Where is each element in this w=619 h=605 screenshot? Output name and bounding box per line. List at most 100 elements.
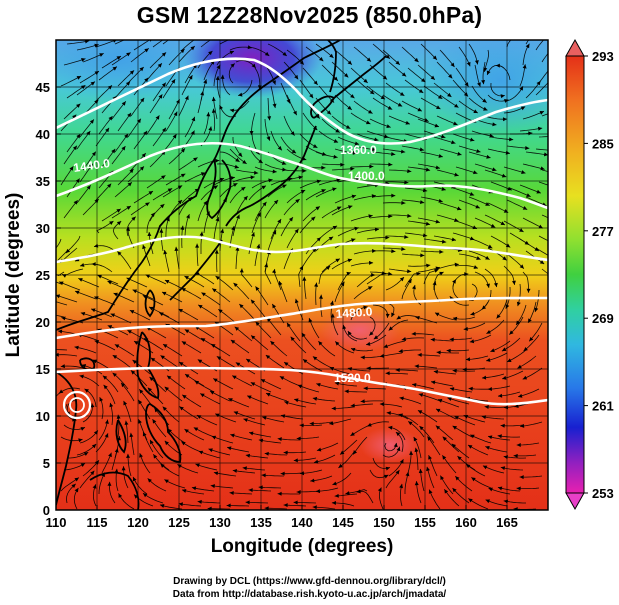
streamline-arrowhead (233, 282, 238, 288)
longitude-tick-label: 140 (291, 515, 313, 530)
streamline-arrowhead (371, 194, 376, 199)
coastlines (56, 40, 387, 510)
streamline-arrowhead (132, 476, 137, 482)
streamline-arrowhead (444, 489, 449, 494)
contour-1480 (56, 296, 548, 340)
streamline-arrowhead (58, 389, 64, 394)
streamline-arrowhead (99, 53, 104, 57)
streamline-arrowhead (116, 208, 121, 213)
streamline-arrowhead (476, 149, 481, 153)
streamline-arrowhead (457, 151, 462, 156)
streamline-arrowhead (435, 219, 440, 224)
streamline-arrowhead (391, 249, 396, 254)
y-axis-label: Latitude (degrees) (3, 192, 24, 358)
streamline-arrowhead (265, 355, 271, 360)
streamline (535, 40, 545, 51)
streamline-arrowhead (536, 189, 541, 194)
streamline-arrowhead (242, 159, 247, 164)
streamline-arrowhead (142, 244, 147, 250)
streamline-arrowhead (57, 329, 63, 334)
colorbar-top-arrow (565, 38, 585, 57)
streamline-arrowhead (161, 52, 167, 57)
streamline-arrowhead (161, 175, 166, 180)
streamline-arrowhead (111, 148, 116, 154)
streamline-arrowhead (272, 80, 276, 85)
streamline-arrowhead (437, 94, 443, 99)
streamline-arrowhead (243, 195, 248, 201)
streamline-arrowhead (482, 98, 487, 103)
typhoon-contour-inner (69, 397, 85, 413)
streamline-arrowhead (434, 312, 440, 317)
streamline-arrowhead (94, 99, 99, 105)
streamline-arrowhead (191, 486, 197, 491)
streamline-arrowhead (218, 309, 223, 314)
streamline-arrowhead (502, 375, 507, 380)
streamline-arrowhead (486, 358, 491, 362)
streamline-arrowhead (208, 126, 213, 131)
streamline-arrowhead (442, 436, 447, 441)
streamline-arrowhead (116, 56, 121, 60)
streamline-arrowhead (104, 419, 109, 424)
streamline-arrowhead (345, 125, 351, 129)
streamline-arrowhead (450, 62, 455, 68)
streamline-arrowhead (245, 453, 251, 458)
streamline-arrowhead (290, 336, 295, 342)
streamline-arrowhead (80, 463, 86, 467)
streamline-arrowhead (190, 46, 195, 51)
streamline-arrowhead (454, 262, 459, 267)
streamline-arrowhead (539, 111, 545, 115)
streamline-arrowhead (92, 484, 97, 489)
streamline-arrowhead (215, 75, 220, 81)
latitude-tick-label: 5 (43, 456, 50, 471)
streamline-arrowhead (383, 474, 389, 479)
streamline-arrowhead (112, 66, 117, 71)
streamline-arrowhead (144, 77, 149, 83)
streamline-arrowhead (334, 381, 340, 386)
streamline-arrowhead (470, 434, 475, 439)
streamline-arrowhead (208, 448, 213, 453)
streamline-arrowhead (331, 500, 337, 505)
streamline-arrowhead (315, 489, 321, 494)
streamline-arrowhead (199, 231, 204, 236)
streamline (541, 214, 548, 219)
streamline-arrowhead (385, 313, 390, 318)
streamline-arrowhead (520, 106, 526, 111)
streamline-arrowhead (350, 94, 355, 99)
streamline-arrowhead (293, 500, 298, 505)
latitude-tick-label: 45 (36, 80, 50, 95)
streamline-arrowhead (84, 40, 90, 44)
streamline-arrowhead (290, 131, 295, 136)
cold-northeast-shading (420, 40, 548, 135)
streamline-arrowhead (76, 76, 82, 80)
streamline-arrowhead (335, 341, 340, 346)
streamline-arrowhead (215, 276, 220, 280)
streamline (541, 268, 548, 275)
streamline-arrowhead (76, 134, 81, 139)
streamline-arrowhead (388, 162, 393, 167)
streamline-arrowhead (51, 263, 55, 267)
x-axis-label: Longitude (degrees) (210, 536, 394, 557)
figure-title: GSM 12Z28Nov2025 (850.0hPa) (136, 2, 483, 28)
streamline-arrowhead (184, 429, 189, 434)
streamline-arrowhead (486, 283, 490, 288)
streamline-arrowhead (138, 399, 143, 405)
longitude-tick-label: 125 (168, 515, 190, 530)
streamline-arrowhead (487, 387, 492, 392)
streamline-arrowhead (367, 286, 373, 291)
streamline-arrowhead (99, 397, 104, 402)
streamline-arrowhead (181, 288, 186, 292)
streamline-arrowhead (388, 214, 393, 219)
streamline (538, 136, 548, 138)
streamline-arrowhead (293, 110, 297, 116)
streamline-arrowhead (399, 91, 405, 96)
streamline-arrowhead (229, 108, 235, 113)
streamline-arrowhead (425, 221, 431, 226)
streamline-arrowhead (84, 388, 89, 393)
streamline-arrowhead (469, 236, 475, 241)
streamline-arrowhead (440, 475, 445, 481)
streamline-arrowhead (507, 358, 512, 362)
streamline-arrowhead (121, 101, 126, 106)
streamline-arrowhead (39, 335, 43, 339)
streamline-arrowhead (543, 152, 548, 157)
